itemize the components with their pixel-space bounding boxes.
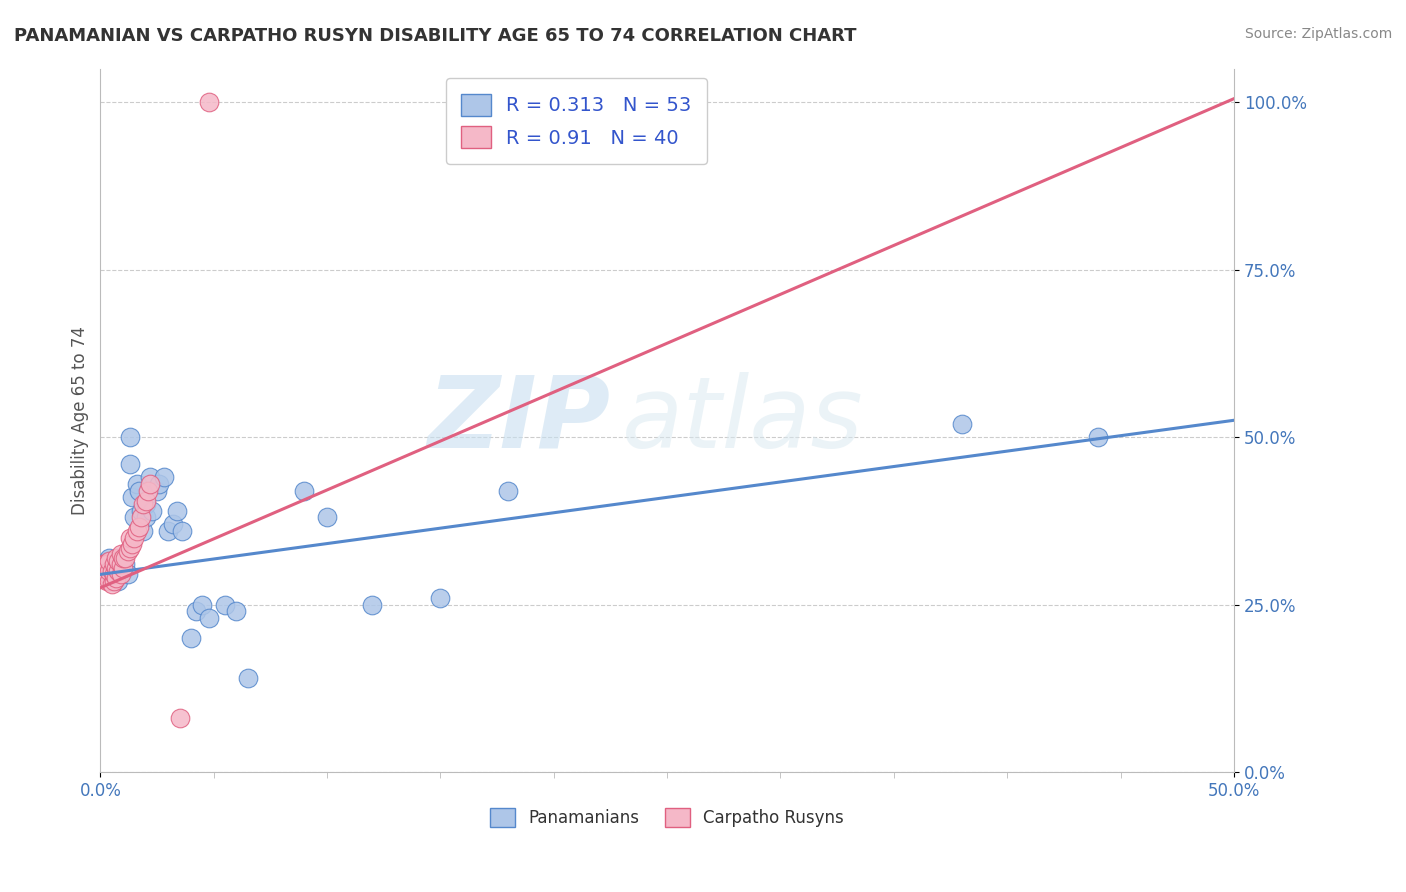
Point xyxy=(184,604,207,618)
Point xyxy=(124,510,146,524)
Point xyxy=(98,574,121,588)
Point xyxy=(166,504,188,518)
Point xyxy=(91,567,114,582)
Point xyxy=(128,520,150,534)
Point xyxy=(96,558,118,572)
Point xyxy=(118,541,141,555)
Point xyxy=(117,567,139,582)
Point xyxy=(498,483,520,498)
Text: Source: ZipAtlas.com: Source: ZipAtlas.com xyxy=(1244,27,1392,41)
Point xyxy=(107,567,129,582)
Point xyxy=(107,554,129,568)
Point xyxy=(103,574,125,588)
Point xyxy=(153,470,176,484)
Point xyxy=(98,564,121,578)
Point xyxy=(236,671,259,685)
Point xyxy=(132,497,155,511)
Point xyxy=(124,531,146,545)
Point xyxy=(96,567,118,582)
Point xyxy=(429,591,451,605)
Point xyxy=(129,504,152,518)
Point xyxy=(135,510,157,524)
Point xyxy=(1087,430,1109,444)
Text: ZIP: ZIP xyxy=(427,372,610,469)
Point xyxy=(162,517,184,532)
Point xyxy=(103,571,125,585)
Point xyxy=(105,560,128,574)
Point xyxy=(111,550,134,565)
Point xyxy=(94,567,117,582)
Point xyxy=(148,477,170,491)
Text: PANAMANIAN VS CARPATHO RUSYN DISABILITY AGE 65 TO 74 CORRELATION CHART: PANAMANIAN VS CARPATHO RUSYN DISABILITY … xyxy=(14,27,856,45)
Point xyxy=(125,477,148,491)
Point xyxy=(141,504,163,518)
Point xyxy=(96,567,118,582)
Text: atlas: atlas xyxy=(621,372,863,469)
Point xyxy=(111,560,134,574)
Point xyxy=(100,564,122,578)
Point xyxy=(98,550,121,565)
Point xyxy=(139,477,162,491)
Point xyxy=(292,483,315,498)
Point xyxy=(191,598,214,612)
Point xyxy=(110,567,132,582)
Point xyxy=(110,564,132,578)
Point xyxy=(316,510,339,524)
Point xyxy=(125,524,148,538)
Point xyxy=(361,598,384,612)
Point xyxy=(121,537,143,551)
Point xyxy=(198,611,221,625)
Point xyxy=(91,567,114,582)
Point xyxy=(118,457,141,471)
Point xyxy=(117,544,139,558)
Y-axis label: Disability Age 65 to 74: Disability Age 65 to 74 xyxy=(72,326,89,515)
Point xyxy=(91,558,114,572)
Point xyxy=(950,417,973,431)
Point xyxy=(118,430,141,444)
Point xyxy=(132,524,155,538)
Point xyxy=(214,598,236,612)
Point xyxy=(103,567,125,582)
Point xyxy=(111,550,134,565)
Point xyxy=(96,574,118,588)
Point xyxy=(121,491,143,505)
Point xyxy=(118,531,141,545)
Point xyxy=(225,604,247,618)
Point xyxy=(103,567,125,582)
Point xyxy=(170,524,193,538)
Point xyxy=(110,547,132,561)
Point xyxy=(114,558,136,572)
Point xyxy=(180,631,202,645)
Point xyxy=(128,483,150,498)
Point xyxy=(105,550,128,565)
Point xyxy=(114,550,136,565)
Point xyxy=(96,554,118,568)
Point xyxy=(146,483,169,498)
Point xyxy=(107,564,129,578)
Point xyxy=(107,574,129,588)
Point xyxy=(100,577,122,591)
Point xyxy=(198,95,221,109)
Point xyxy=(100,574,122,588)
Point xyxy=(94,558,117,572)
Point xyxy=(94,558,117,572)
Point xyxy=(136,483,159,498)
Point xyxy=(139,470,162,484)
Point xyxy=(135,497,157,511)
Point xyxy=(105,564,128,578)
Point xyxy=(103,558,125,572)
Point xyxy=(135,493,157,508)
Point xyxy=(105,558,128,572)
Point xyxy=(157,524,180,538)
Point xyxy=(100,564,122,578)
Point xyxy=(110,558,132,572)
Point xyxy=(110,554,132,568)
Point xyxy=(169,711,191,725)
Point xyxy=(129,510,152,524)
Point xyxy=(98,564,121,578)
Point xyxy=(111,564,134,578)
Legend: Panamanians, Carpatho Rusyns: Panamanians, Carpatho Rusyns xyxy=(484,802,851,834)
Point xyxy=(98,554,121,568)
Point xyxy=(105,571,128,585)
